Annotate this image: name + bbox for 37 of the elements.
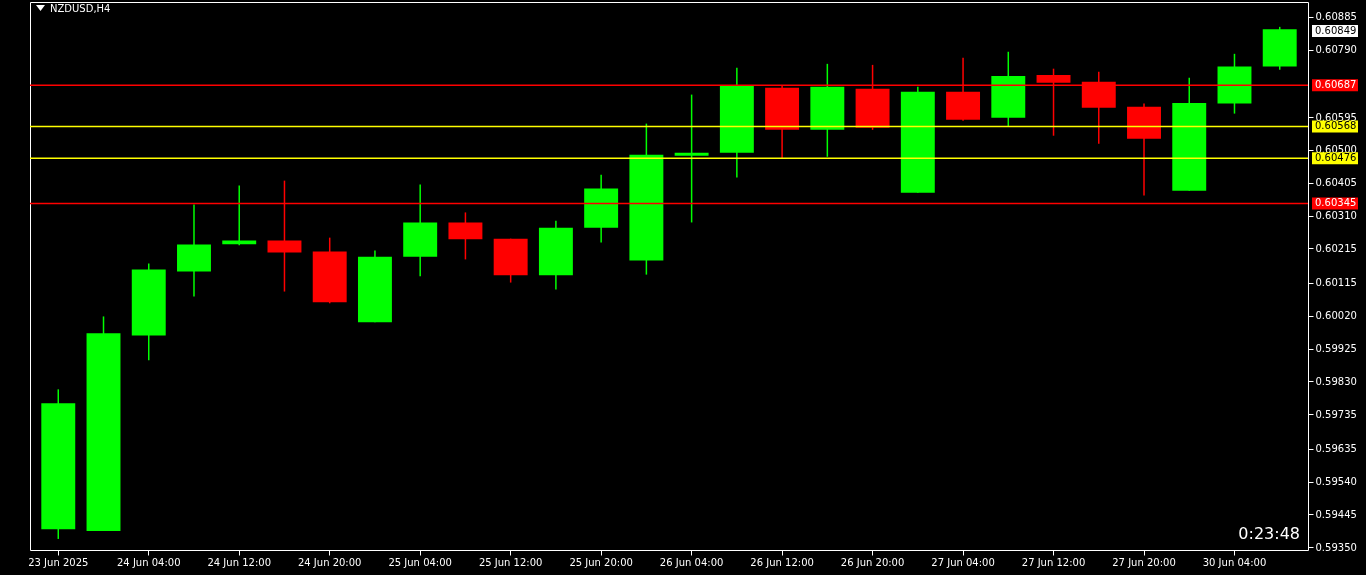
y-tick-label: 0.59830 <box>1315 375 1357 387</box>
y-tick-label: 0.60885 <box>1315 11 1357 23</box>
candlestick <box>674 93 709 224</box>
annotation: 0:23:48 <box>1238 524 1300 543</box>
x-tick-label: 26 Jun 04:00 <box>659 556 724 568</box>
x-tick-label: 26 Jun 12:00 <box>750 556 814 568</box>
x-tick-label: 24 Jun 04:00 <box>116 556 181 568</box>
x-tick-label: 25 Jun 04:00 <box>388 556 452 568</box>
y-tick-label: 0.60790 <box>1315 44 1357 56</box>
ref-line-label: 0.60345 <box>1315 197 1357 209</box>
y-tick-label: 0.60595 <box>1315 111 1357 123</box>
y-tick-label: 0.60115 <box>1315 277 1357 289</box>
y-tick-label: 0.59540 <box>1315 476 1357 488</box>
y-tick-label: 0.59445 <box>1315 508 1357 520</box>
y-tick-label: 0.60215 <box>1315 242 1357 254</box>
x-tick-label: 30 Jun 04:00 <box>1202 556 1267 568</box>
x-tick-label: 26 Jun 20:00 <box>840 556 905 568</box>
ref-line-label: 0.60687 <box>1315 79 1357 91</box>
ref-line-label: 0.60568 <box>1315 120 1357 132</box>
y-tick-label: 0.59635 <box>1315 443 1357 455</box>
x-tick-label: 24 Jun 12:00 <box>207 556 271 568</box>
y-tick-label: 0.59925 <box>1315 343 1357 355</box>
candlestick <box>222 184 257 246</box>
x-tick-label: 24 Jun 20:00 <box>297 556 362 568</box>
y-tick-label: 0.60020 <box>1315 310 1357 322</box>
y-tick-label: 0.59735 <box>1315 408 1357 420</box>
y-tick-label: 0.59350 <box>1315 541 1357 553</box>
y-tick-label: 0.60310 <box>1315 210 1357 222</box>
text: 0.60849 <box>1315 25 1357 36</box>
x-tick-label: 25 Jun 12:00 <box>478 556 543 568</box>
x-tick-label: 27 Jun 04:00 <box>931 556 995 568</box>
x-tick-label: 27 Jun 12:00 <box>1021 556 1086 568</box>
x-tick-label: 23 Jun 2025 <box>28 556 89 568</box>
x-tick-label: 27 Jun 20:00 <box>1112 556 1176 568</box>
chart-title: NZDUSD,H4 <box>50 3 111 14</box>
x-tick-label: 25 Jun 20:00 <box>569 556 633 568</box>
y-tick-label: 0.60405 <box>1315 177 1357 189</box>
